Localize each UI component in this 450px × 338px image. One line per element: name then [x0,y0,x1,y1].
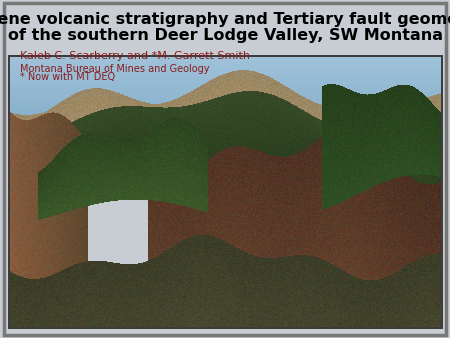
Text: Eocene volcanic stratigraphy and Tertiary fault geometry: Eocene volcanic stratigraphy and Tertiar… [0,12,450,27]
Text: of the southern Deer Lodge Valley, SW Montana: of the southern Deer Lodge Valley, SW Mo… [8,28,442,43]
Text: Montana Bureau of Mines and Geology: Montana Bureau of Mines and Geology [20,64,210,74]
Text: * Now with MT DEQ: * Now with MT DEQ [20,72,115,82]
Text: Kaleb C. Scarberry and *M. Garrett Smith: Kaleb C. Scarberry and *M. Garrett Smith [20,51,250,62]
